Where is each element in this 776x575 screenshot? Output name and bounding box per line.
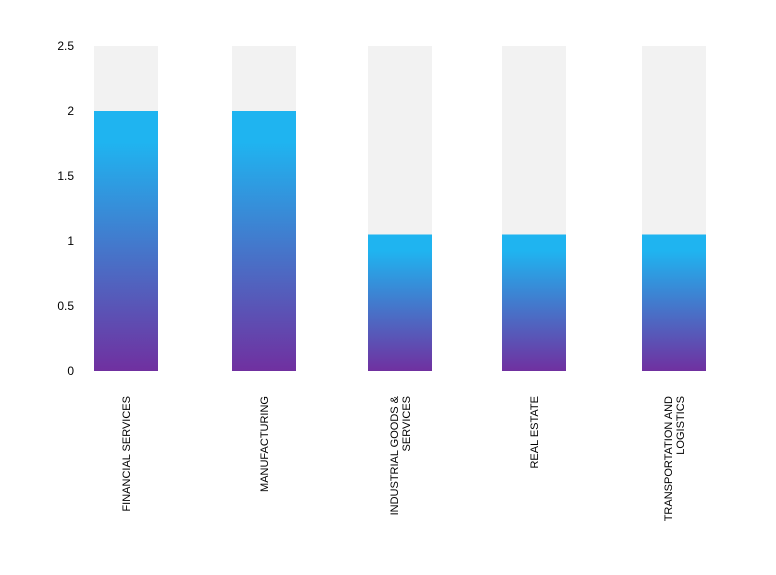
bars bbox=[94, 111, 706, 371]
y-tick-label-3: 1.5 bbox=[57, 169, 74, 183]
x-tick-label-1: MANUFACTURING bbox=[259, 396, 271, 492]
y-tick-label-4: 2 bbox=[67, 104, 74, 118]
x-axis: FINANCIAL SERVICES MANUFACTURING INDUSTRIA… bbox=[121, 395, 687, 521]
bar-4 bbox=[642, 234, 706, 371]
y-tick-label-1: 0.5 bbox=[57, 299, 74, 313]
y-axis: 0 0.5 1 1.5 2 2.5 bbox=[57, 39, 74, 378]
x-tick-label-0: FINANCIAL SERVICES bbox=[121, 396, 133, 512]
y-tick-label-5: 2.5 bbox=[57, 39, 74, 53]
x-tick-label-2: INDUSTRIAL GOODS &SERVICES bbox=[389, 395, 413, 515]
y-tick-label-0: 0 bbox=[67, 364, 74, 378]
bar-1 bbox=[232, 111, 296, 371]
bar-3 bbox=[502, 234, 566, 371]
y-tick-label-2: 1 bbox=[67, 234, 74, 248]
bar-2 bbox=[368, 234, 432, 371]
x-tick-label-4: TRANSPORTATION ANDLOGISTICS bbox=[663, 396, 687, 521]
x-tick-label-3: REAL ESTATE bbox=[529, 396, 541, 469]
bar-0 bbox=[94, 111, 158, 371]
